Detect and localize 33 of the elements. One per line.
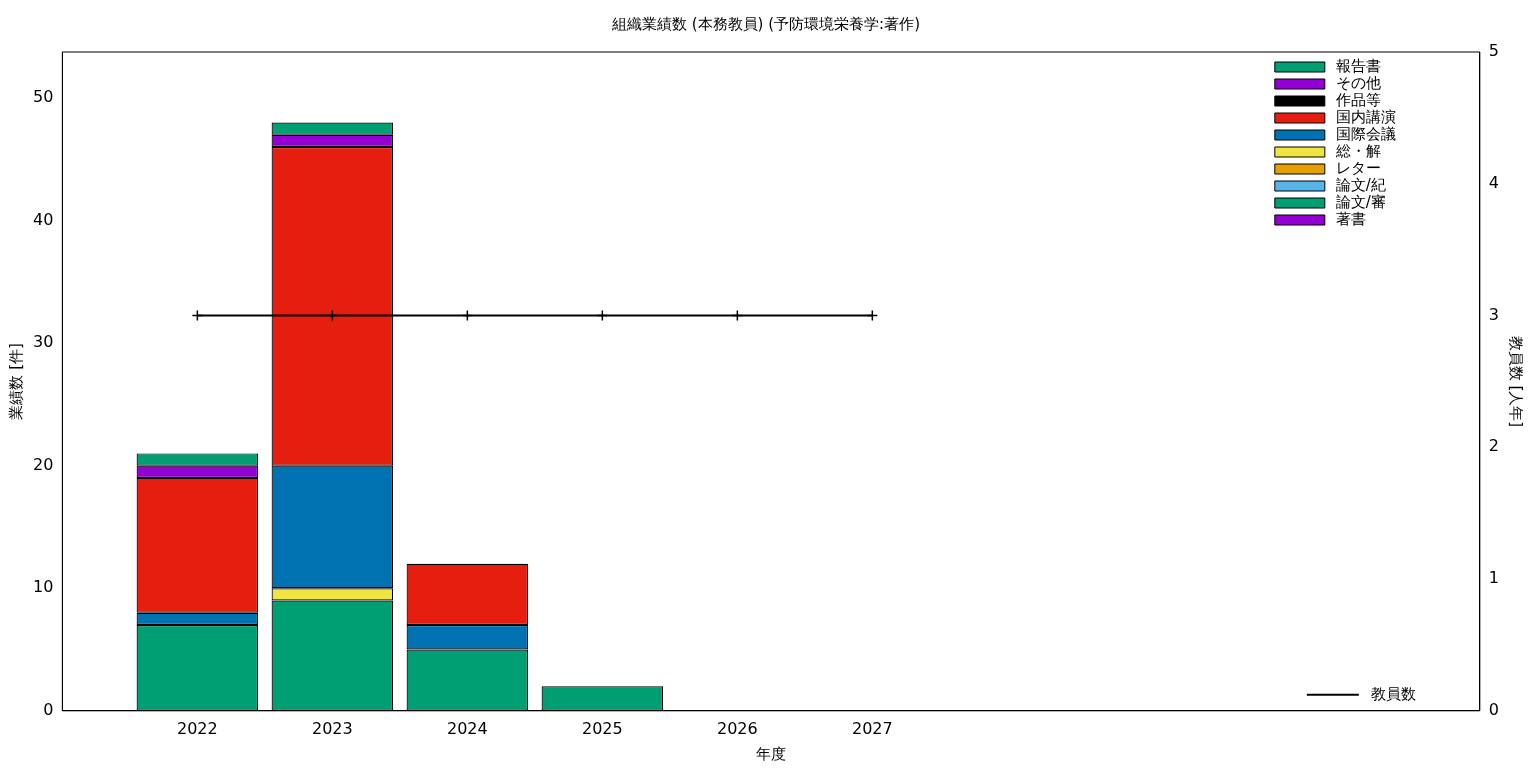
y-axis-title: 業績数 [件] <box>6 343 25 420</box>
y-tick-label: 10 <box>33 577 54 597</box>
chart-title: 組織業績数 (本務教員) (予防環境栄養学:著作) <box>611 14 920 33</box>
y-tick-label: 40 <box>33 209 54 229</box>
legend-label: 教員数 <box>1370 684 1416 703</box>
x-tick-label: 2027 <box>851 718 893 738</box>
y-tick-label: 20 <box>33 454 54 474</box>
y-tick-label: 50 <box>33 87 54 107</box>
y2-tick-label: 1 <box>1488 568 1500 588</box>
legend-label: 報告書 <box>1335 56 1381 75</box>
x-tick-label: 2022 <box>177 718 218 738</box>
x-tick-label: 2023 <box>311 718 353 738</box>
legend-label: 論文/審 <box>1335 192 1386 211</box>
y2-axis-title: 教員数 [人年] <box>1507 335 1526 428</box>
y-tick-label: 30 <box>33 332 54 352</box>
legend-label: 国内講演 <box>1335 107 1396 126</box>
legend-label: 総・解 <box>1334 141 1381 160</box>
y-tick-label: 0 <box>43 699 54 719</box>
y2-tick-label: 2 <box>1488 436 1500 456</box>
legend-label: レター <box>1335 158 1381 177</box>
legend-label: 論文/紀 <box>1335 175 1386 194</box>
legend-label: その他 <box>1335 73 1381 92</box>
x-tick-label: 2025 <box>581 718 623 738</box>
legend-label: 著書 <box>1335 209 1366 228</box>
y2-tick-label: 0 <box>1488 699 1500 719</box>
x-tick-label: 2026 <box>716 718 758 738</box>
y2-tick-label: 3 <box>1488 304 1500 324</box>
legend-label: 作品等 <box>1334 90 1381 109</box>
y2-tick-label: 4 <box>1488 172 1500 192</box>
x-tick-label: 2024 <box>446 718 488 738</box>
x-axis-title: 年度 <box>756 744 787 763</box>
y2-tick-label: 5 <box>1488 41 1500 61</box>
legend-label: 国際会議 <box>1335 124 1396 143</box>
